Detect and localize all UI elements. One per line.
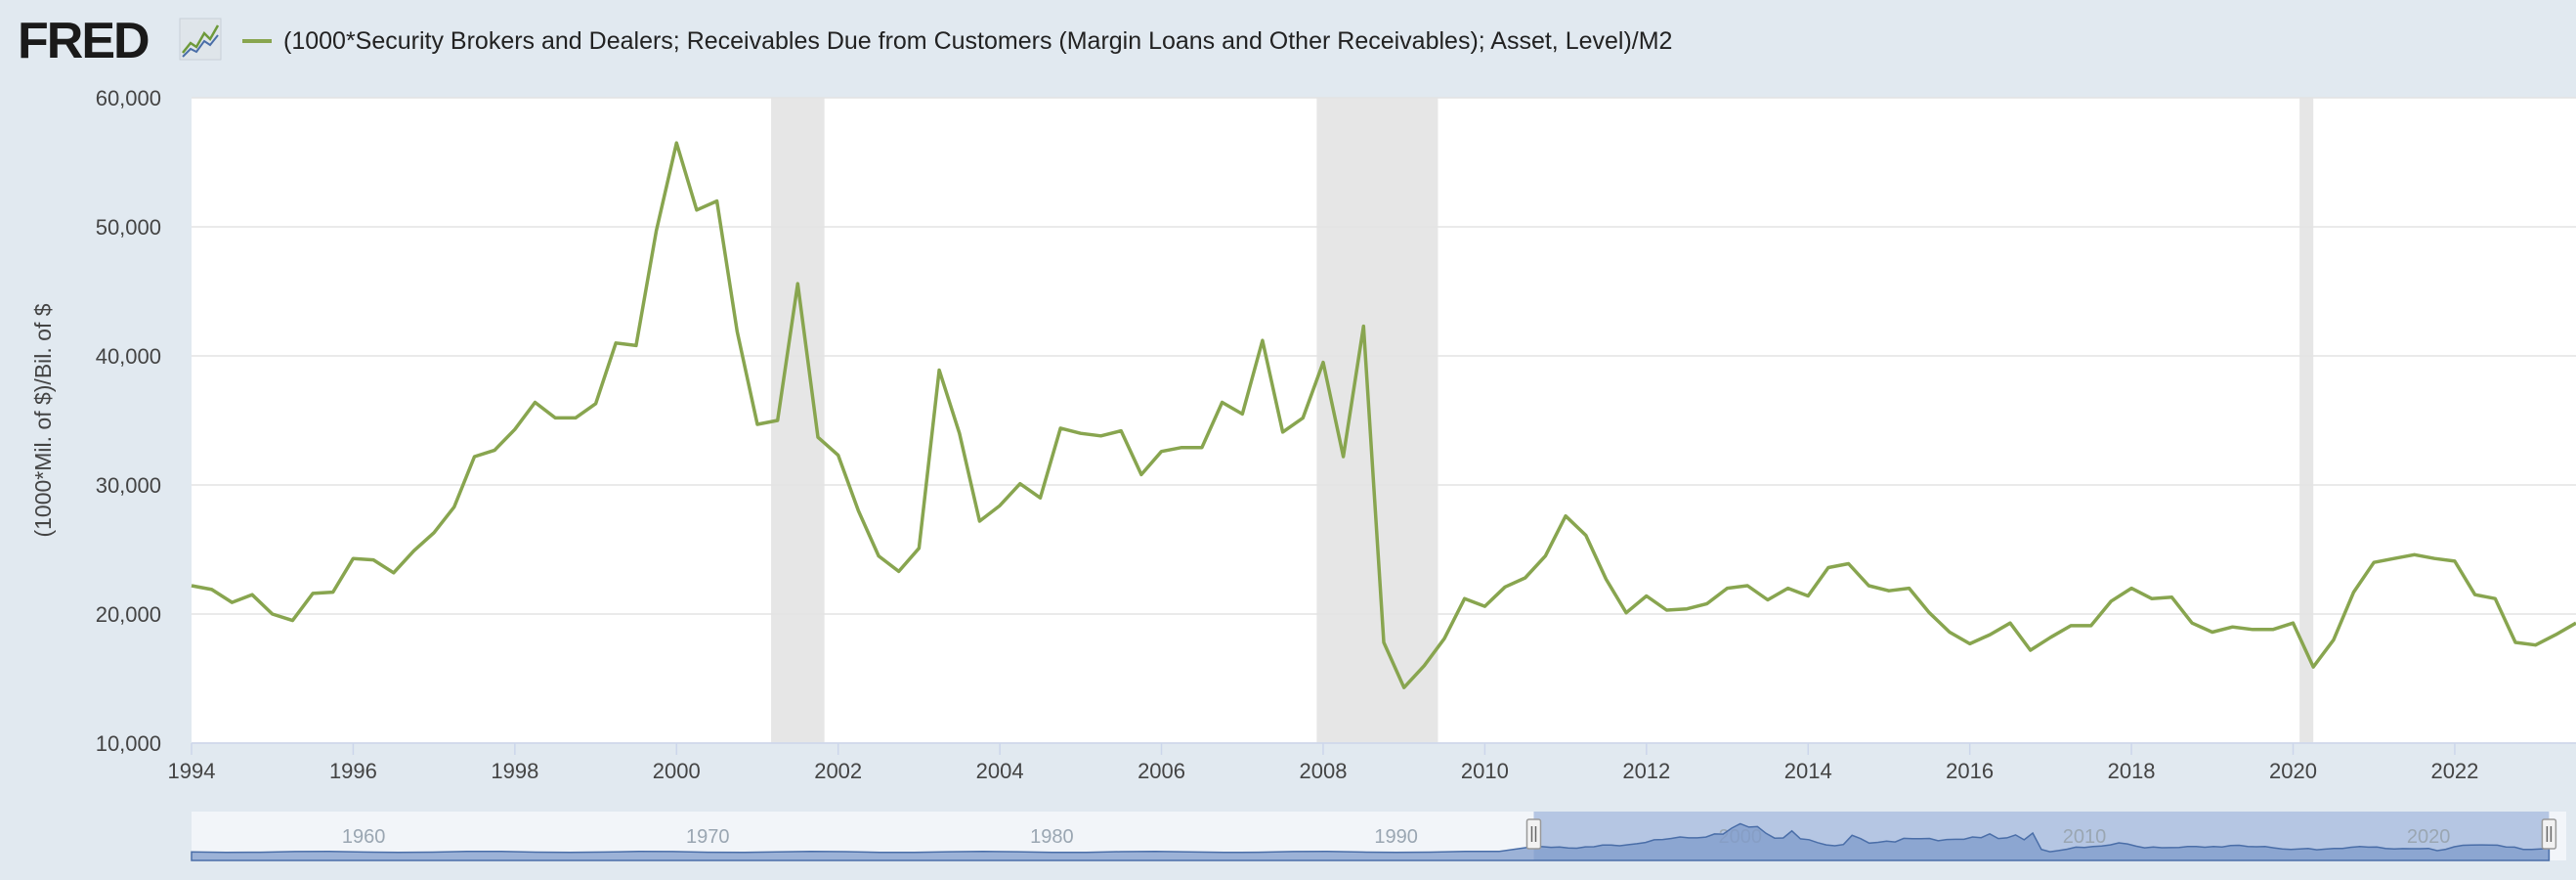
x-tick-label: 2012 (1622, 759, 1670, 783)
navigator-handle-right[interactable] (2541, 818, 2557, 850)
x-tick-label: 2020 (2269, 759, 2317, 783)
y-tick-label: 50,000 (96, 215, 161, 240)
y-axis: 10,000 20,000 30,000 40,000 50,000 60,000 (96, 86, 161, 756)
y-tick-label: 20,000 (96, 602, 161, 627)
x-tick-label: 2002 (814, 759, 862, 783)
time-navigator[interactable]: 1960197019801990200020102020 (191, 812, 2566, 861)
x-tick-label: 2010 (1461, 759, 1509, 783)
x-tick-label: 2022 (2430, 759, 2478, 783)
navigator-tick-label: 1980 (1030, 826, 1074, 848)
y-tick-label: 10,000 (96, 731, 161, 756)
y-axis-label: (1000*Mil. of $)/Bil. of $ (30, 303, 56, 537)
x-tick-label: 2014 (1784, 759, 1832, 783)
legend-swatch (242, 39, 272, 43)
navigator-tick-label: 1960 (342, 826, 386, 848)
navigator-series-area (191, 822, 2551, 861)
x-tick-label: 2018 (2108, 759, 2156, 783)
x-tick-label: 1994 (168, 759, 216, 783)
chart-legend[interactable]: (1000*Security Brokers and Dealers; Rece… (242, 22, 1672, 61)
navigator-tick-label: 2010 (2063, 826, 2107, 848)
navigator-tick-label: 2020 (2407, 826, 2451, 848)
navigator-handle-left[interactable] (1525, 818, 1542, 850)
fred-logo[interactable]: FRED (18, 13, 150, 69)
x-axis: 1994 1996 1998 2000 2002 2004 2006 2008 2010 2012… (168, 742, 2576, 783)
x-tick-label: 2000 (653, 759, 701, 783)
x-tick-label: 1998 (491, 759, 538, 783)
navigator-tick-label: 1990 (1374, 826, 1418, 848)
chart-header: FRED (1000*Security Brokers and Dealers;… (0, 0, 2576, 84)
line-chart-icon (179, 18, 222, 61)
x-tick-label: 1996 (329, 759, 377, 783)
x-tick-label: 2006 (1138, 759, 1185, 783)
x-tick-label: 2004 (976, 759, 1024, 783)
navigator-tick-label: 1970 (686, 826, 730, 848)
series-line-0[interactable] (191, 141, 2576, 689)
x-tick-label: 2016 (1946, 759, 1994, 783)
x-tick-label: 2008 (1299, 759, 1347, 783)
y-tick-label: 60,000 (96, 86, 161, 110)
series-layer (191, 141, 2576, 689)
legend-label: (1000*Security Brokers and Dealers; Rece… (283, 26, 1673, 55)
y-tick-label: 30,000 (96, 473, 161, 498)
y-tick-label: 40,000 (96, 344, 161, 369)
recession-band-2 (2299, 98, 2314, 743)
